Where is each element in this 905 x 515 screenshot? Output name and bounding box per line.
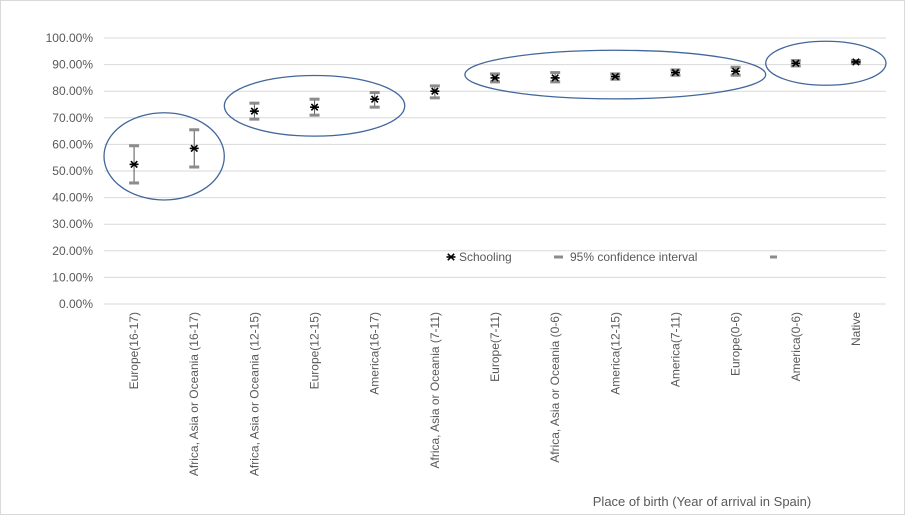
schooling-point <box>490 74 500 82</box>
ci-upper-bound <box>670 68 681 72</box>
ci-upper-bound <box>730 65 741 69</box>
y-tick-label: 0.00% <box>59 297 93 311</box>
ci-lower-bound <box>429 96 440 100</box>
schooling-point <box>610 72 620 81</box>
schooling-point <box>249 107 259 115</box>
y-tick-label: 90.00% <box>52 58 93 72</box>
schooling-point <box>731 67 741 76</box>
ci-upper-bound <box>790 59 801 63</box>
x-tick-label: Native <box>849 312 863 346</box>
ci-upper-bound <box>129 144 140 148</box>
ci-lower-bound <box>730 73 741 77</box>
confidence-interval-series <box>129 59 861 185</box>
x-tick-label: America(16-17) <box>368 312 382 395</box>
ci-lower-bound <box>189 165 200 169</box>
group-circle <box>464 49 767 100</box>
schooling-point <box>791 59 801 68</box>
group-circle <box>765 40 887 86</box>
y-tick-label: 10.00% <box>52 270 93 284</box>
x-tick-label: America(7-11) <box>668 312 682 387</box>
x-tick-label: Africa, Asia or Oceania (16-17) <box>187 312 201 476</box>
schooling-point <box>310 103 320 111</box>
group-circle <box>103 112 225 201</box>
y-tick-label: 80.00% <box>52 84 93 98</box>
ci-lower-bound <box>490 80 500 84</box>
ci-lower-bound <box>369 105 380 109</box>
legend-ci-marker <box>554 255 563 259</box>
ci-upper-bound <box>850 59 861 63</box>
legend-extra-marker <box>770 255 777 259</box>
legend-schooling-marker <box>446 253 456 261</box>
group-circle <box>223 74 406 137</box>
x-tick-label: Europe(7-11) <box>488 312 502 382</box>
x-tick-label: Europe(12-15) <box>308 312 322 389</box>
y-tick-label: 100.00% <box>46 31 94 45</box>
gridlines <box>104 37 886 278</box>
x-tick-label: Africa, Asia or Oceania (7-11) <box>428 312 442 469</box>
legend-ci-label: 95% confidence interval <box>570 250 697 264</box>
ci-lower-bound <box>670 73 681 77</box>
y-tick-label: 40.00% <box>52 191 93 205</box>
schooling-point <box>550 74 560 82</box>
ci-lower-bound <box>550 80 561 84</box>
x-tick-label: Africa, Asia or Oceania (0-6) <box>548 312 562 463</box>
ci-upper-bound <box>189 128 200 132</box>
ci-lower-bound <box>790 64 801 68</box>
schooling-point <box>370 95 380 103</box>
schooling-point <box>129 160 139 169</box>
schooling-point <box>670 68 680 77</box>
ci-upper-bound <box>309 97 320 101</box>
y-axis-tick-labels: 0.00% 10.00% 20.00% 30.00% 40.00% 50.00% 60.00… <box>46 31 94 311</box>
x-axis-tick-labels: Europe(16-17) Africa, Asia or Oceania (16… <box>127 312 863 476</box>
x-tick-label: America(12-15) <box>608 312 622 395</box>
y-tick-label: 70.00% <box>52 111 93 125</box>
schooling-point <box>430 87 440 95</box>
y-tick-label: 60.00% <box>52 137 93 151</box>
x-tick-label: America(0-6) <box>789 312 803 381</box>
x-tick-label: Africa, Asia or Oceania (12-15) <box>247 312 261 476</box>
legend-schooling-label: Schooling <box>459 250 512 264</box>
schooling-point <box>189 144 199 153</box>
ci-lower-bound <box>249 117 260 121</box>
schooling-series <box>129 58 861 169</box>
y-tick-label: 50.00% <box>52 164 93 178</box>
ci-lower-bound <box>309 113 320 117</box>
ci-upper-bound <box>610 72 621 76</box>
y-tick-label: 30.00% <box>52 217 93 231</box>
legend: Schooling 95% confidence interval <box>446 250 777 264</box>
ci-upper-bound <box>369 91 380 95</box>
ci-upper-bound <box>550 71 561 75</box>
x-tick-label: Europe(16-17) <box>127 312 141 389</box>
x-axis-title: Place of birth (Year of arrival in Spain… <box>593 494 811 509</box>
schooling-point <box>851 58 861 66</box>
ci-upper-bound <box>429 84 440 88</box>
group-annotation-circles <box>103 40 887 201</box>
ci-lower-bound <box>850 61 861 65</box>
ci-upper-bound <box>249 101 260 105</box>
y-tick-label: 20.00% <box>52 244 93 258</box>
ci-lower-bound <box>129 181 140 185</box>
ci-lower-bound <box>610 77 621 81</box>
ci-upper-bound <box>490 72 500 76</box>
x-tick-label: Europe(0-6) <box>729 312 743 376</box>
